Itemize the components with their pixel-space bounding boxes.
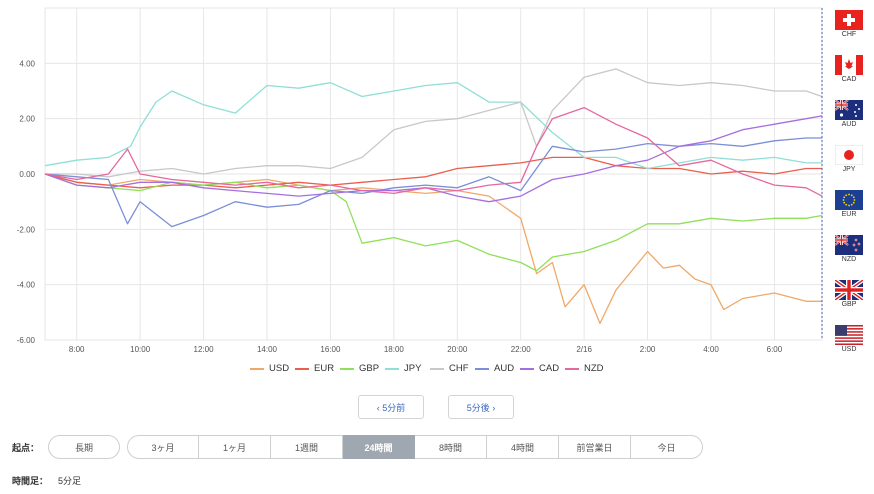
legend-item-cad[interactable]: CAD [520,363,559,374]
legend-swatch [340,367,354,370]
legend-item-nzd[interactable]: NZD [565,363,604,374]
aud-flag-icon [834,100,864,120]
y-axis-ticks: 4.00 2.00 0.00 -2.00 -4.00 -6.00 [17,59,36,345]
flag-label: NZD [841,256,857,263]
x-tick-label: 10:00 [130,345,151,354]
y-tick-label: -6.00 [17,336,36,345]
chart-legend: USD EUR GBP JPY CHF AUD CAD NZD [0,363,830,381]
x-tick-label: 16:00 [320,345,341,354]
flag-cad[interactable]: CAD [834,55,864,83]
legend-swatch [385,367,399,370]
flag-eur[interactable]: EUR [834,190,864,218]
next-5min-button[interactable]: 5分後 › [448,395,514,419]
cad-flag-icon [834,55,864,75]
legend-swatch [295,367,309,370]
flag-aud[interactable]: AUD [834,100,864,128]
legend-item-eur[interactable]: EUR [295,363,334,374]
timeframe-value: 5分足 [58,476,82,486]
series-line-jpy [44,82,822,170]
chart-grid [44,7,823,341]
prev-5min-button[interactable]: ‹ 5分前 [358,395,424,419]
jpy-flag-icon [834,145,864,165]
series-line-gbp [44,173,823,272]
y-tick-label: 0.00 [19,170,35,179]
x-tick-label: 14:00 [257,345,278,354]
usd-flag-icon [834,325,864,345]
legend-label: USD [269,363,290,374]
flag-nzd[interactable]: NZD [834,235,864,263]
series-lines [44,68,823,325]
flag-label: CHF [841,31,857,38]
x-tick-label: 8:00 [69,345,85,354]
legend-swatch [475,367,489,370]
start-option-0[interactable]: 3ヶ月 [127,435,199,459]
legend-item-gbp[interactable]: GBP [340,363,379,374]
legend-item-usd[interactable]: USD [250,363,289,374]
legend-label: CAD [539,363,560,374]
start-option-7[interactable]: 今日 [631,435,703,459]
y-tick-label: 2.00 [19,115,35,124]
legend-swatch [565,367,579,370]
start-option-2[interactable]: 1週間 [271,435,343,459]
x-axis-ticks: 8:00 10:00 12:00 14:00 16:00 18:00 20:00 22:00 2… [69,345,783,354]
chf-flag-icon [834,10,864,30]
x-tick-label: 2:00 [640,345,656,354]
legend-label: JPY [404,363,422,374]
legend-swatch [250,367,264,370]
start-option-6[interactable]: 前営業日 [559,435,631,459]
x-tick-label: 2/16 [576,345,592,354]
start-option-4[interactable]: 8時間 [415,435,487,459]
long-term-button[interactable]: 長期 [48,435,120,459]
flag-label: GBP [841,301,857,308]
legend-item-aud[interactable]: AUD [475,363,514,374]
y-tick-label: -2.00 [17,225,36,234]
start-option-3[interactable]: 24時間 [343,435,415,459]
series-line-eur [44,156,822,189]
flag-label: JPY [842,166,856,173]
x-tick-label: 22:00 [511,345,532,354]
series-line-cad [44,115,823,203]
series-line-aud [44,137,822,228]
x-tick-label: 4:00 [703,345,719,354]
gbp-flag-icon [834,280,864,300]
legend-item-chf[interactable]: CHF [430,363,469,374]
flag-usd[interactable]: USD [834,325,864,353]
y-tick-label: -4.00 [17,281,36,290]
legend-label: NZD [584,363,604,374]
legend-item-jpy[interactable]: JPY [385,363,421,374]
flag-chf[interactable]: CHF [834,10,864,38]
legend-swatch [430,367,444,370]
flag-gbp[interactable]: GBP [834,280,864,308]
flag-jpy[interactable]: JPY [834,145,864,173]
series-line-nzd [44,106,823,197]
legend-label: GBP [359,363,380,374]
legend-swatch [520,367,534,370]
x-tick-label: 18:00 [384,345,405,354]
nzd-flag-icon [834,235,864,255]
flag-label: AUD [841,121,857,128]
x-tick-label: 6:00 [767,345,783,354]
x-tick-label: 12:00 [194,345,215,354]
flag-label: USD [841,346,857,353]
start-point-label: 起点： [12,443,40,453]
timeframe-label: 時間足： [12,476,49,486]
y-tick-label: 4.00 [19,59,35,68]
flag-label: EUR [841,211,857,218]
series-line-chf [45,68,823,178]
legend-label: EUR [314,363,335,374]
series-line-usd [44,173,822,325]
flag-label: CAD [841,76,857,83]
start-option-5[interactable]: 4時間 [487,435,559,459]
eur-flag-icon [834,190,864,210]
legend-label: CHF [449,363,469,374]
start-option-1[interactable]: 1ヶ月 [199,435,271,459]
legend-label: AUD [494,363,515,374]
x-tick-label: 20:00 [447,345,468,354]
